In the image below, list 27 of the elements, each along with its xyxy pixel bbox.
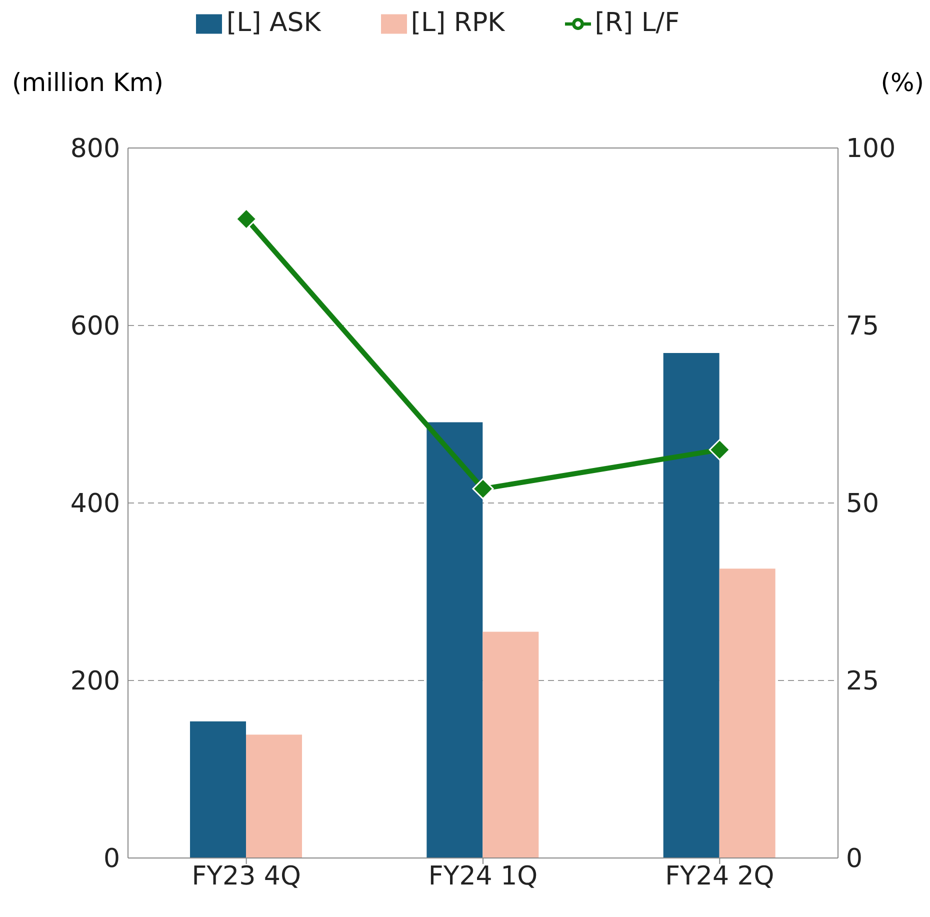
y2-tick-label: 0 — [846, 844, 863, 874]
y2-tick-label: 50 — [846, 489, 880, 520]
point — [472, 478, 494, 500]
y-tick-label: 600 — [70, 312, 120, 342]
y-tick-label: 400 — [70, 489, 120, 520]
x-tick-label: FY23 4Q — [192, 861, 301, 892]
y-axis-title: (million Km) — [12, 68, 164, 97]
bar — [426, 422, 483, 858]
bar — [482, 632, 539, 858]
y-tick-label: 200 — [70, 666, 120, 697]
bar — [719, 568, 776, 858]
y2-tick-label: 25 — [846, 666, 880, 697]
point — [236, 208, 258, 230]
y-tick-label: 0 — [103, 844, 120, 874]
y-tick-label: 800 — [70, 134, 120, 164]
legend-label: [L] ASK — [226, 8, 321, 38]
y2-axis-title: (%) — [880, 68, 924, 97]
x-tick-label: FY24 1Q — [428, 861, 538, 892]
bar — [663, 353, 720, 858]
bar — [246, 734, 302, 858]
x-tick-label: FY24 2Q — [665, 861, 774, 892]
y2-tick-label: 100 — [846, 134, 896, 164]
point — [708, 439, 730, 460]
legend-label: [R] L/F — [594, 8, 680, 38]
y2-tick-label: 75 — [846, 312, 880, 342]
bar — [190, 721, 246, 858]
legend-label: [L] RPK — [410, 8, 505, 38]
